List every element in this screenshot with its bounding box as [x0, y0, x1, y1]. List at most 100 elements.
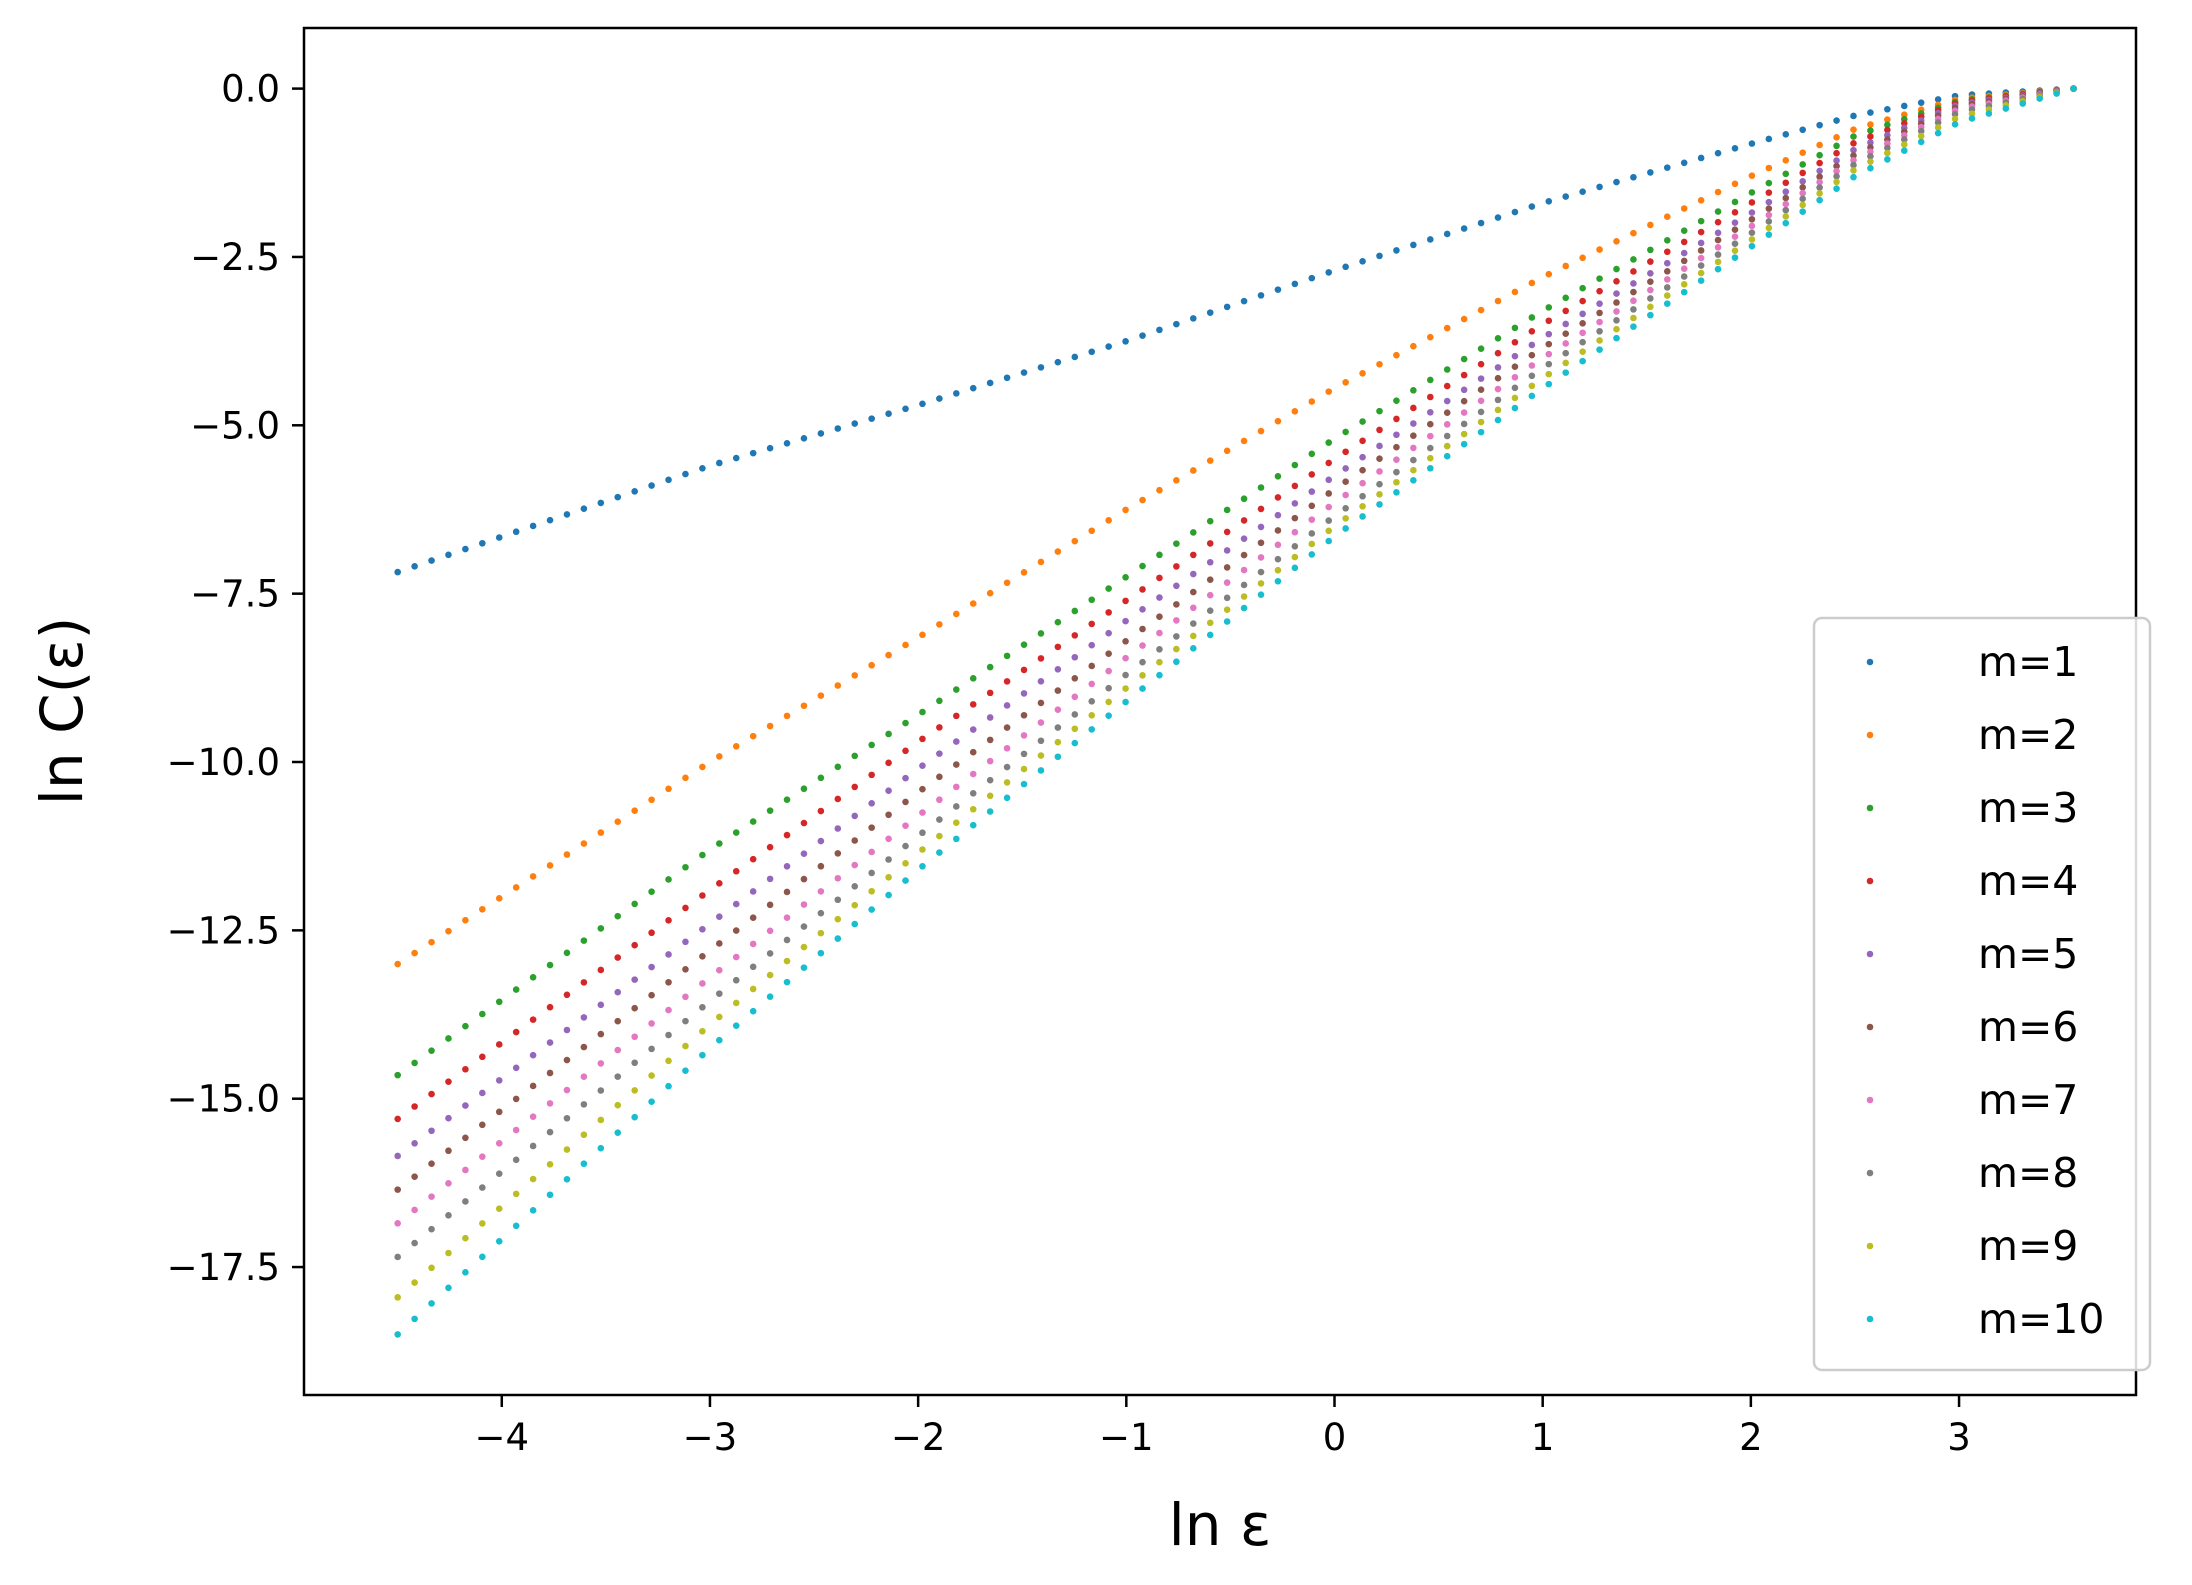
data-point — [580, 979, 588, 986]
data-point — [716, 1036, 723, 1044]
data-point — [1884, 156, 1891, 163]
data-point — [986, 663, 994, 671]
data-point — [1359, 437, 1366, 445]
data-point — [1139, 332, 1146, 339]
data-point — [1799, 208, 1806, 215]
data-point — [1579, 320, 1586, 327]
data-point — [495, 1108, 503, 1116]
data-point — [868, 415, 875, 422]
data-point — [1765, 224, 1773, 232]
data-point — [1376, 252, 1383, 260]
data-point — [1071, 693, 1079, 701]
data-point — [1105, 517, 1112, 524]
data-point — [1342, 504, 1349, 512]
data-point — [495, 1041, 503, 1048]
data-point — [953, 835, 960, 843]
legend-marker — [1866, 658, 1874, 666]
data-point — [1173, 658, 1180, 666]
data-point — [783, 712, 791, 720]
data-point — [1410, 432, 1417, 440]
data-point — [1393, 478, 1400, 486]
data-point — [1122, 617, 1129, 625]
data-point — [1765, 205, 1773, 212]
data-point — [1410, 476, 1417, 484]
data-point — [479, 1089, 486, 1097]
data-point — [1308, 530, 1316, 537]
data-point — [986, 757, 994, 765]
data-point — [1799, 195, 1806, 203]
data-point — [1697, 269, 1705, 277]
data-point — [1748, 209, 1756, 216]
data-point — [1443, 397, 1451, 405]
data-point — [1274, 527, 1282, 534]
data-point — [749, 449, 757, 457]
data-point — [462, 1198, 469, 1205]
data-point — [1359, 513, 1366, 520]
data-point — [953, 712, 960, 720]
data-point — [682, 863, 689, 871]
data-point — [1782, 170, 1790, 178]
data-point — [648, 796, 655, 804]
data-point — [1003, 579, 1011, 587]
data-point — [749, 732, 757, 740]
data-point — [1393, 397, 1400, 405]
data-point — [428, 1225, 435, 1233]
legend-item: m=7 — [1866, 1076, 2078, 1124]
data-point — [1545, 304, 1553, 311]
data-point — [868, 848, 875, 856]
data-point — [631, 807, 638, 815]
data-point — [1900, 102, 1908, 110]
data-point — [1596, 183, 1603, 191]
data-point — [1342, 491, 1349, 499]
data-point — [1257, 591, 1265, 598]
data-point — [597, 1087, 605, 1094]
data-point — [563, 1056, 571, 1064]
data-point — [868, 741, 875, 749]
data-point — [986, 808, 994, 815]
data-point — [1037, 767, 1045, 774]
data-point — [665, 1082, 672, 1090]
data-point — [445, 551, 452, 559]
data-point — [1748, 189, 1756, 196]
data-point — [1274, 566, 1282, 574]
data-point — [614, 818, 622, 825]
data-point — [411, 563, 418, 570]
data-point — [969, 600, 977, 607]
data-point — [1291, 564, 1299, 572]
data-point — [631, 1004, 638, 1012]
data-point — [919, 400, 926, 408]
data-point — [580, 505, 588, 512]
data-point — [614, 912, 622, 920]
data-point — [1291, 528, 1299, 536]
data-point — [1460, 409, 1468, 416]
data-point — [1443, 382, 1451, 390]
data-point — [394, 1115, 401, 1123]
data-point — [445, 1035, 452, 1042]
data-point — [479, 1010, 486, 1018]
data-point — [597, 1001, 605, 1009]
series-m=7 — [394, 85, 2077, 1227]
data-point — [1562, 340, 1570, 347]
data-point — [445, 1114, 452, 1122]
data-point — [479, 1184, 486, 1191]
data-point — [665, 876, 672, 883]
data-point — [1308, 488, 1316, 495]
data-point — [546, 862, 554, 869]
data-point — [495, 1238, 503, 1245]
data-point — [716, 840, 723, 847]
data-point — [614, 1101, 622, 1109]
data-point — [546, 1100, 554, 1107]
data-point — [1325, 490, 1333, 497]
data-point — [1731, 145, 1739, 152]
x-tick-label: −1 — [1099, 1416, 1154, 1459]
data-point — [1663, 267, 1671, 275]
data-point — [1426, 454, 1434, 462]
data-point — [1663, 284, 1671, 291]
data-point — [1189, 645, 1197, 652]
data-point — [1511, 404, 1519, 412]
data-point — [1376, 501, 1383, 508]
data-point — [1206, 591, 1214, 599]
legend-label: m=2 — [1978, 711, 2078, 759]
data-point — [1223, 618, 1231, 625]
data-point — [1748, 215, 1756, 223]
